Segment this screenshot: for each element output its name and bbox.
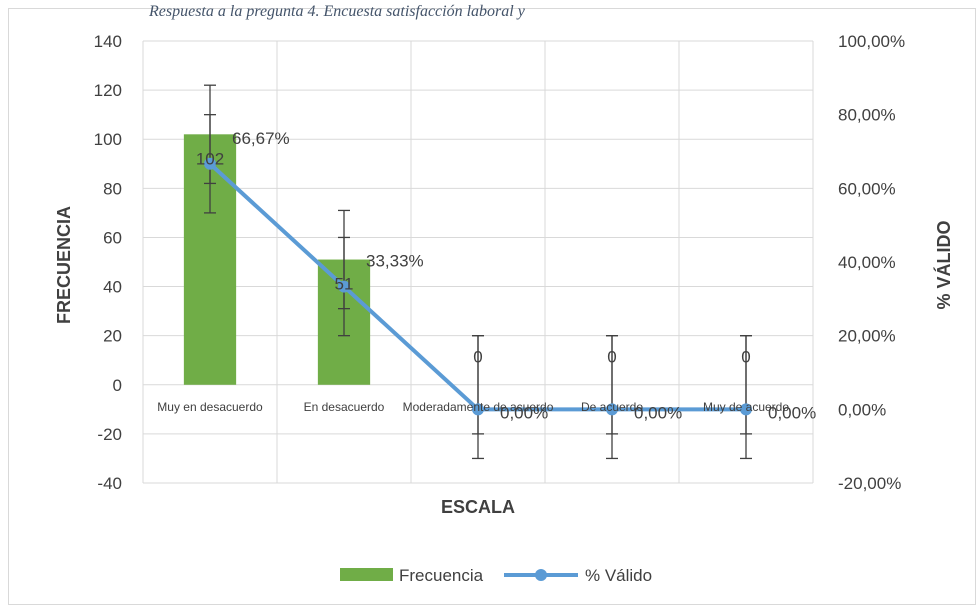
- y-tick-label: -40: [97, 474, 122, 493]
- chart-caption: Respuesta a la pregunta 4. Encuesta sati…: [149, 3, 525, 20]
- percent-value-label: 66,67%: [232, 129, 290, 148]
- y-tick-label: -20: [97, 425, 122, 444]
- y2-tick-label: 40,00%: [838, 253, 896, 272]
- y-tick-label: 20: [103, 327, 122, 346]
- y2-tick-label: 60,00%: [838, 179, 896, 198]
- y-tick-label: 100: [94, 130, 122, 149]
- percent-point: [606, 403, 618, 416]
- y-tick-label: 140: [94, 32, 122, 51]
- y2-tick-label: 20,00%: [838, 327, 896, 346]
- category-labels: Muy en desacuerdo En desacuerdo Moderadame…: [157, 400, 789, 414]
- y2-tick-label: 80,00%: [838, 106, 896, 125]
- legend-swatch-marker: [535, 569, 547, 581]
- axis-ticks: 140 120 100 80 60 40 20 0 -20 -40 100,00% 80,00% 60,…: [94, 32, 906, 493]
- category-label: De acuerdo: [581, 400, 643, 414]
- percent-value-label: 0,00%: [768, 403, 816, 422]
- chart-frame: Respuesta a la pregunta 4. Encuesta sati…: [8, 3, 976, 605]
- x-axis-title: ESCALA: [441, 497, 515, 517]
- legend-label-bar: Frecuencia: [399, 566, 484, 585]
- bar-value-label: 102: [196, 149, 224, 168]
- percent-value-label: 0,00%: [500, 403, 548, 422]
- percent-value-label: 33,33%: [366, 252, 424, 271]
- y-tick-label: 40: [103, 278, 122, 297]
- percent-value-label: 0,00%: [634, 403, 682, 422]
- bar-value-label: 0: [741, 348, 750, 367]
- y2-axis-title: % VÁLIDO: [933, 220, 954, 309]
- y2-tick-label: 100,00%: [838, 32, 905, 51]
- y2-tick-label: -20,00%: [838, 474, 901, 493]
- category-label: Muy de acuerdo: [703, 400, 789, 414]
- category-label: Moderadamente de acuerdo: [403, 400, 554, 414]
- data-labels: 102 51 0 0 0 66,67% 33,33% 0,00% 0,00% 0,00%: [196, 129, 816, 423]
- bar-value-label: 0: [607, 348, 616, 367]
- legend-swatch-bar: [340, 568, 393, 581]
- legend-label-line: % Válido: [585, 566, 652, 585]
- y-tick-label: 0: [113, 376, 122, 395]
- bar-value-label: 51: [335, 275, 354, 294]
- y-tick-label: 80: [103, 179, 122, 198]
- category-label: Muy en desacuerdo: [157, 400, 263, 414]
- category-label: En desacuerdo: [304, 400, 385, 414]
- y-axis-title: FRECUENCIA: [54, 206, 74, 324]
- y2-tick-label: 0,00%: [838, 400, 886, 419]
- error-bars: [204, 84, 752, 460]
- bar-value-label: 0: [473, 348, 482, 367]
- percent-point: [740, 403, 752, 416]
- percent-point: [472, 403, 484, 416]
- y-tick-label: 120: [94, 81, 122, 100]
- y-tick-label: 60: [103, 228, 122, 247]
- legend: Frecuencia % Válido: [340, 566, 652, 585]
- percent-point: [338, 280, 350, 293]
- percent-line: [204, 157, 752, 416]
- percent-point: [204, 157, 216, 170]
